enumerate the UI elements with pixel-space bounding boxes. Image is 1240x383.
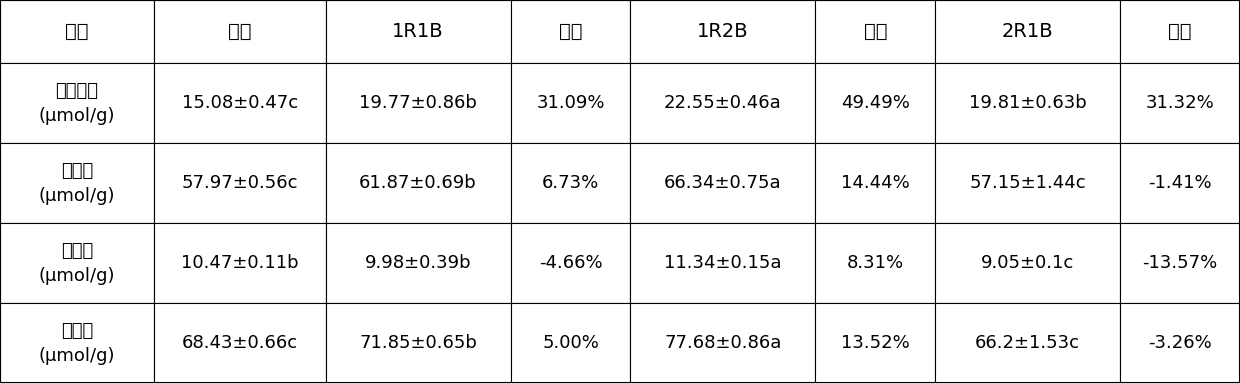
Text: 增幅: 增幅 <box>863 22 887 41</box>
Text: 9.05±0.1c: 9.05±0.1c <box>981 254 1074 272</box>
Text: 增幅: 增幅 <box>559 22 583 41</box>
Bar <box>0 0 154 63</box>
Bar <box>935 303 1120 383</box>
Bar <box>816 303 935 383</box>
Bar <box>326 223 511 303</box>
Text: 2R1B: 2R1B <box>1002 22 1054 41</box>
Bar <box>326 143 511 223</box>
Bar <box>816 143 935 223</box>
Bar <box>1120 0 1240 63</box>
Bar <box>154 143 326 223</box>
Text: 吸咗族
(μmol/g): 吸咗族 (μmol/g) <box>38 242 115 285</box>
Bar <box>630 303 816 383</box>
Bar <box>0 63 154 143</box>
Bar <box>935 143 1120 223</box>
Bar <box>816 63 935 143</box>
Bar <box>511 223 630 303</box>
Text: 77.68±0.86a: 77.68±0.86a <box>665 334 781 352</box>
Text: -3.26%: -3.26% <box>1148 334 1211 352</box>
Text: 71.85±0.65b: 71.85±0.65b <box>360 334 477 352</box>
Text: 57.15±1.44c: 57.15±1.44c <box>970 174 1086 192</box>
Text: 19.81±0.63b: 19.81±0.63b <box>968 94 1086 112</box>
Text: 增幅: 增幅 <box>1168 22 1192 41</box>
Bar <box>1120 223 1240 303</box>
Bar <box>816 223 935 303</box>
Bar <box>511 303 630 383</box>
Bar <box>1120 63 1240 143</box>
Text: 15.08±0.47c: 15.08±0.47c <box>181 94 298 112</box>
Bar <box>154 223 326 303</box>
Bar <box>1120 143 1240 223</box>
Text: 5.00%: 5.00% <box>542 334 599 352</box>
Text: 脂肪族
(μmol/g): 脂肪族 (μmol/g) <box>38 162 115 205</box>
Text: 22.55±0.46a: 22.55±0.46a <box>665 94 781 112</box>
Text: -4.66%: -4.66% <box>538 254 603 272</box>
Text: 31.32%: 31.32% <box>1146 94 1214 112</box>
Bar <box>511 63 630 143</box>
Text: 31.09%: 31.09% <box>536 94 605 112</box>
Bar <box>935 0 1120 63</box>
Text: 11.34±0.15a: 11.34±0.15a <box>665 254 781 272</box>
Text: 66.34±0.75a: 66.34±0.75a <box>665 174 781 192</box>
Bar <box>1120 303 1240 383</box>
Bar <box>511 143 630 223</box>
Bar <box>326 63 511 143</box>
Bar <box>630 0 816 63</box>
Bar <box>630 223 816 303</box>
Bar <box>511 0 630 63</box>
Text: 白光: 白光 <box>228 22 252 41</box>
Text: 1R2B: 1R2B <box>697 22 749 41</box>
Text: 49.49%: 49.49% <box>841 94 910 112</box>
Text: 14.44%: 14.44% <box>841 174 910 192</box>
Text: 10.47±0.11b: 10.47±0.11b <box>181 254 299 272</box>
Text: 8.31%: 8.31% <box>847 254 904 272</box>
Bar <box>630 143 816 223</box>
Bar <box>154 63 326 143</box>
Bar <box>0 303 154 383</box>
Text: -1.41%: -1.41% <box>1148 174 1211 192</box>
Text: 处理: 处理 <box>64 22 88 41</box>
Text: 总硫苷
(μmol/g): 总硫苷 (μmol/g) <box>38 321 115 365</box>
Bar <box>154 0 326 63</box>
Bar <box>326 303 511 383</box>
Text: 6.73%: 6.73% <box>542 174 599 192</box>
Text: 1R1B: 1R1B <box>392 22 444 41</box>
Bar <box>935 223 1120 303</box>
Text: 19.77±0.86b: 19.77±0.86b <box>360 94 477 112</box>
Text: 68.43±0.66c: 68.43±0.66c <box>181 334 298 352</box>
Text: 61.87±0.69b: 61.87±0.69b <box>360 174 477 192</box>
Bar <box>630 63 816 143</box>
Text: 13.52%: 13.52% <box>841 334 910 352</box>
Bar <box>0 143 154 223</box>
Text: 66.2±1.53c: 66.2±1.53c <box>975 334 1080 352</box>
Text: 57.97±0.56c: 57.97±0.56c <box>181 174 298 192</box>
Bar <box>816 0 935 63</box>
Bar <box>326 0 511 63</box>
Bar <box>935 63 1120 143</box>
Text: 草卜硫苷
(μmol/g): 草卜硫苷 (μmol/g) <box>38 82 115 125</box>
Bar <box>154 303 326 383</box>
Bar <box>0 223 154 303</box>
Text: -13.57%: -13.57% <box>1142 254 1218 272</box>
Text: 9.98±0.39b: 9.98±0.39b <box>365 254 471 272</box>
